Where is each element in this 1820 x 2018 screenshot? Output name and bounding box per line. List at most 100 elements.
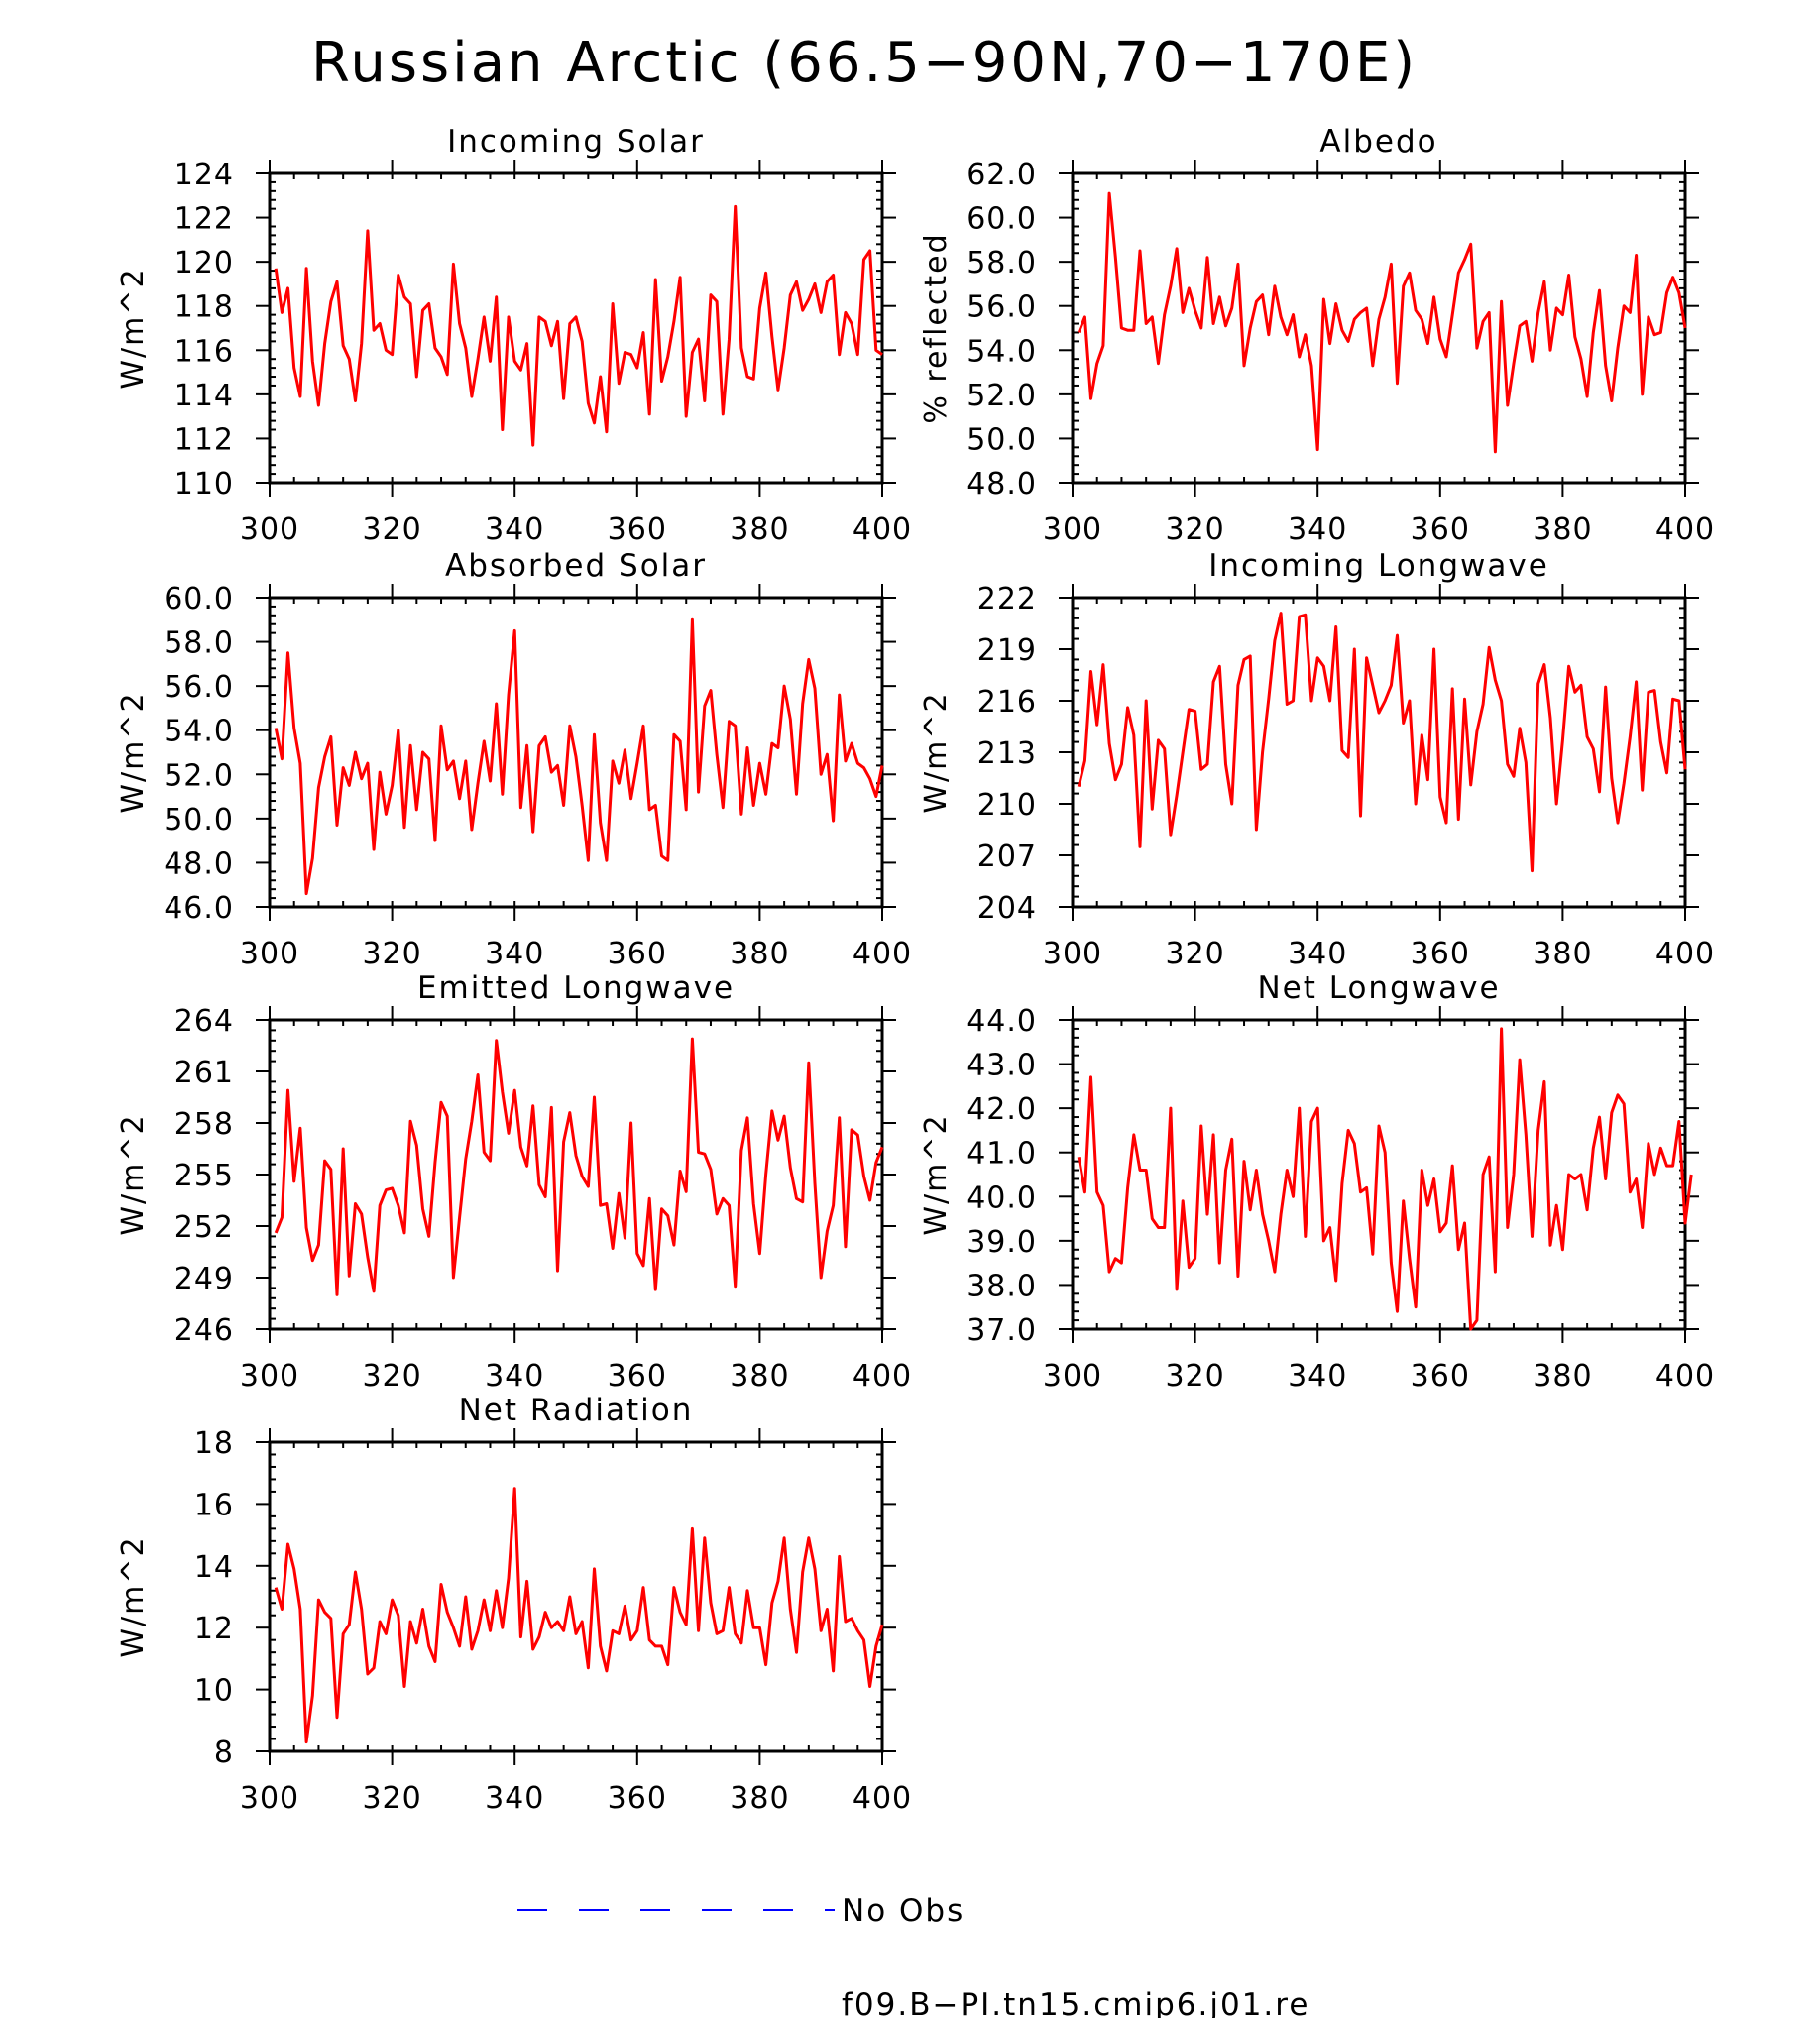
chart-6-x-tick-label: 340: [485, 1781, 544, 1816]
chart-1-ylabel: % reflected: [919, 232, 954, 423]
panel-emitted-longwave: 300 320 340 360 380 400 246 249 252 255 258 261 264 E…: [116, 970, 911, 1394]
chart-5-x-tick-label: 320: [1165, 1359, 1224, 1394]
chart-2-y-tick-label: 54.0: [164, 715, 234, 749]
chart-1-series-line: [1077, 191, 1687, 454]
chart-5-x-tick-label: 360: [1411, 1359, 1470, 1394]
chart-4-y-tick-label: 258: [174, 1107, 234, 1142]
chart-4-ylabel: W/m^2: [116, 1113, 151, 1235]
chart-2-x-tick-label: 360: [608, 937, 667, 971]
chart-6-y-tick-label: 18: [194, 1426, 234, 1461]
chart-6-y-tick-label: 12: [194, 1612, 234, 1646]
chart-0-y-tick-label: 110: [174, 467, 234, 502]
chart-3-y-tick-label: 207: [977, 840, 1037, 874]
chart-5-title: Net Longwave: [1257, 970, 1500, 1006]
chart-3-x-tick-label: 360: [1411, 937, 1470, 971]
panel-net-longwave: 300 320 340 360 380 400 37.0 38.0 39.0 40.0 41.0 42…: [919, 970, 1715, 1394]
chart-2-y-tick-label: 60.0: [164, 582, 234, 617]
chart-0-y-tick-label: 124: [174, 158, 234, 192]
chart-2-y-tick-label: 56.0: [164, 670, 234, 705]
chart-3-series-line: [1077, 612, 1687, 873]
chart-2-x-tick-label: 300: [240, 937, 299, 971]
chart-4-y-tick-label: 246: [174, 1313, 234, 1348]
chart-2-x-tick-label: 400: [853, 937, 912, 971]
chart-6-x-tick-label: 320: [362, 1781, 421, 1816]
chart-3-y-tick-label: 219: [977, 633, 1037, 668]
chart-4-y-tick-label: 252: [174, 1210, 234, 1245]
chart-1-y-tick-label: 54.0: [967, 334, 1037, 369]
panel-absorbed-solar: 300 320 340 360 380 400 46.0 48.0 50.0 52.0 54.0 56…: [116, 548, 912, 971]
panel-incoming-solar: 300 320 340 360 380 400 110 112 114 116 118 120 122 1…: [116, 124, 911, 547]
chart-5-y-tick-label: 41.0: [967, 1137, 1037, 1172]
chart-1-x-tick-label: 360: [1411, 512, 1470, 547]
chart-1-x-tick-label: 340: [1288, 512, 1347, 547]
panel-incoming-longwave: 300 320 340 360 380 400 204 207 210 213 216 219 222 I…: [919, 548, 1715, 971]
chart-6-ylabel: W/m^2: [116, 1535, 151, 1657]
chart-2-ylabel: W/m^2: [116, 691, 151, 813]
chart-1-y-tick-label: 48.0: [967, 467, 1037, 502]
chart-3-ylabel: W/m^2: [919, 691, 954, 813]
figure-title: Russian Arctic (66.5−90N,70−170E): [311, 31, 1418, 95]
chart-0-title: Incoming Solar: [447, 124, 705, 160]
chart-2-y-tick-label: 52.0: [164, 758, 234, 793]
chart-3-y-tick-label: 210: [977, 788, 1037, 823]
chart-1-x-tick-label: 380: [1533, 512, 1592, 547]
chart-4-title: Emitted Longwave: [417, 970, 735, 1006]
chart-6-x-tick-label: 400: [853, 1781, 912, 1816]
chart-2-y-tick-label: 50.0: [164, 803, 234, 838]
chart-6-x-tick-label: 300: [240, 1781, 299, 1816]
chart-5-x-tick-label: 380: [1533, 1359, 1592, 1394]
chart-3-y-tick-label: 216: [977, 685, 1037, 720]
chart-4-x-tick-label: 300: [240, 1359, 299, 1394]
chart-2-x-tick-label: 380: [730, 937, 789, 971]
chart-5-y-tick-label: 37.0: [967, 1313, 1037, 1348]
chart-3-x-tick-label: 400: [1655, 937, 1715, 971]
chart-0-x-tick-label: 320: [362, 512, 421, 547]
chart-5-y-tick-label: 39.0: [967, 1225, 1037, 1260]
chart-4-y-tick-label: 261: [174, 1056, 234, 1090]
chart-0-y-tick-label: 122: [174, 202, 234, 237]
legend: No Obs f09.B−PI.tn15.cmip6.j01.re: [517, 1893, 1309, 2018]
chart-0-x-tick-label: 380: [730, 512, 789, 547]
chart-0-y-tick-label: 114: [174, 379, 234, 413]
chart-1-x-tick-label: 300: [1043, 512, 1102, 547]
chart-6-frame: [268, 1440, 884, 1753]
chart-3-title: Incoming Longwave: [1208, 548, 1549, 584]
chart-4-x-tick-label: 360: [608, 1359, 667, 1394]
chart-2-title: Absorbed Solar: [445, 548, 707, 584]
chart-3-x-tick-label: 320: [1165, 937, 1224, 971]
chart-5-x-tick-label: 340: [1288, 1359, 1347, 1394]
chart-0-y-tick-label: 118: [174, 290, 234, 325]
chart-6-x-tick-label: 380: [730, 1781, 789, 1816]
chart-0-ylabel: W/m^2: [116, 267, 151, 389]
chart-2-frame: [268, 596, 884, 909]
chart-5-ylabel: W/m^2: [919, 1113, 954, 1235]
chart-0-y-tick-label: 120: [174, 246, 234, 280]
chart-1-x-tick-label: 400: [1655, 512, 1715, 547]
legend-model-label: f09.B−PI.tn15.cmip6.j01.re: [842, 1987, 1309, 2018]
chart-5-x-tick-label: 400: [1655, 1359, 1715, 1394]
chart-4-y-tick-label: 249: [174, 1262, 234, 1296]
panel-net-radiation: 300 320 340 360 380 400 8 10 12 14 16 18 Net Radiati…: [116, 1393, 912, 1816]
chart-5-y-tick-label: 38.0: [967, 1269, 1037, 1303]
chart-4-x-tick-label: 340: [485, 1359, 544, 1394]
chart-4-x-tick-label: 380: [730, 1359, 789, 1394]
chart-3-y-tick-label: 222: [977, 582, 1037, 617]
chart-6-y-tick-label: 16: [194, 1488, 234, 1522]
chart-1-y-tick-label: 62.0: [967, 158, 1037, 192]
chart-5-series-line: [1077, 1027, 1693, 1331]
chart-1-y-tick-label: 56.0: [967, 290, 1037, 325]
chart-2-y-tick-label: 46.0: [164, 891, 234, 926]
chart-2-series-line: [274, 617, 884, 896]
chart-6-y-tick-label: 8: [214, 1736, 234, 1770]
chart-1-title: Albedo: [1319, 124, 1437, 160]
chart-2-y-tick-label: 48.0: [164, 846, 234, 881]
chart-1-x-tick-label: 320: [1165, 512, 1224, 547]
chart-6-x-tick-label: 360: [608, 1781, 667, 1816]
panel-albedo: 300 320 340 360 380 400 48.0 50.0 52.0 54.0 56.0 58…: [919, 124, 1715, 547]
chart-4-series-line: [274, 1037, 884, 1296]
chart-0-y-tick-label: 116: [174, 334, 234, 369]
chart-3-x-tick-label: 300: [1043, 937, 1102, 971]
chart-4-y-tick-label: 255: [174, 1159, 234, 1193]
chart-1-y-tick-label: 50.0: [967, 422, 1037, 457]
